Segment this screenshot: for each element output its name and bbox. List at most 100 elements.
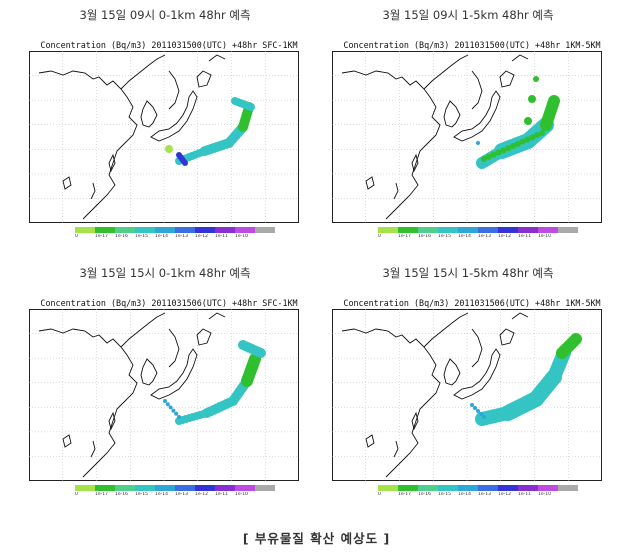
colorbar-swatches: [75, 485, 275, 491]
colorbar-swatch: [378, 485, 398, 491]
colorbar-label: 1e-17: [95, 234, 108, 239]
colorbar-label: 0: [378, 492, 381, 497]
colorbar-label: 1e-14: [155, 492, 168, 497]
coastline: [411, 411, 419, 431]
colorbar-swatch: [518, 227, 538, 233]
colorbar-label: 1e-10: [538, 234, 551, 239]
coastline: [423, 312, 469, 348]
colorbar-label: 1e-12: [195, 492, 208, 497]
colorbar-label: 1e-13: [175, 234, 188, 239]
coastline: [62, 176, 72, 190]
dispersion-map: [332, 309, 602, 481]
coastline: [471, 70, 483, 110]
colorbar-swatch: [195, 485, 215, 491]
colorbar-swatch: [155, 227, 175, 233]
colorbar-swatch: [135, 227, 155, 233]
colorbar-swatches: [378, 485, 578, 491]
plume-cell: [548, 95, 560, 107]
colorbar-label: 1e-16: [115, 492, 128, 497]
plume-cell: [519, 138, 526, 145]
coastlines: [38, 54, 226, 220]
plume-cell: [174, 411, 179, 416]
colorbar: 0 1e-17 1e-16 1e-15 1e-14 1e-13 1e-12 1e-11 1e-1…: [75, 485, 275, 509]
plume-cell: [182, 160, 188, 166]
colorbar-swatch: [235, 485, 255, 491]
plume-cell: [490, 151, 497, 158]
colorbar-label: 1e-17: [398, 492, 411, 497]
colorbar-label: 1e-17: [398, 234, 411, 239]
colorbar-swatch: [458, 485, 478, 491]
colorbar-swatch: [498, 227, 518, 233]
coastline: [365, 176, 375, 190]
coastline: [90, 440, 96, 458]
coastline: [208, 54, 226, 62]
colorbar-swatch: [155, 485, 175, 491]
map-frame: [332, 309, 602, 481]
colorbar-label: 1e-10: [235, 492, 248, 497]
colorbar-swatches: [75, 227, 275, 233]
colorbar-swatch: [235, 227, 255, 233]
coastline: [196, 70, 212, 88]
dispersion-map: [332, 51, 602, 223]
plume-cell: [256, 348, 266, 358]
coastline: [423, 54, 469, 90]
colorbar-label: [255, 492, 275, 498]
colorbar-swatch: [75, 485, 95, 491]
colorbar-swatch: [538, 227, 558, 233]
colorbar-label: 1e-16: [418, 492, 431, 497]
colorbar-swatch: [255, 227, 275, 233]
colorbar-label: 1e-12: [195, 234, 208, 239]
colorbar-swatch: [95, 485, 115, 491]
coastline: [150, 90, 198, 142]
plume-cell: [505, 145, 512, 152]
panel-header: Concentration (Bq/m3) 2011031500(UTC) +4…: [343, 40, 601, 50]
plume-cell: [163, 399, 167, 403]
plume-cell: [485, 153, 492, 160]
coastlines: [341, 54, 529, 220]
plume-cell: [171, 408, 176, 413]
coastline: [511, 312, 529, 320]
plume-cell: [534, 132, 541, 139]
panel-header: Concentration (Bq/m3) 2011031506(UTC) +4…: [343, 298, 601, 308]
colorbar-label: 1e-14: [458, 492, 471, 497]
plume-cell: [495, 149, 502, 156]
colorbar-label: [255, 234, 275, 240]
colorbar-label: 1e-11: [518, 492, 531, 497]
plume-cell: [524, 136, 531, 143]
coastline: [341, 328, 441, 478]
plume-cell: [500, 147, 507, 154]
coastline: [411, 153, 419, 173]
coastline: [471, 328, 483, 368]
colorbar-swatch: [75, 227, 95, 233]
colorbar-swatch: [95, 227, 115, 233]
plume-cell: [165, 402, 170, 407]
colorbar-swatch: [215, 227, 235, 233]
coastlines: [341, 312, 529, 478]
colorbar-label: 0: [378, 234, 381, 239]
colorbar-label: 1e-12: [498, 234, 511, 239]
plume-cell: [479, 412, 483, 416]
dispersion-map: [29, 51, 299, 223]
colorbar-swatch: [478, 227, 498, 233]
panel-title: 3월 15일 09시 1-5km 48hr 예측: [382, 8, 554, 22]
coastline: [393, 182, 399, 200]
colorbar-swatch: [438, 485, 458, 491]
plume-cell: [470, 403, 474, 407]
colorbar-swatch: [558, 485, 578, 491]
colorbar-swatch: [418, 227, 438, 233]
colorbar-label: 1e-11: [518, 234, 531, 239]
colorbar-swatch: [115, 227, 135, 233]
plume-cell: [168, 405, 173, 410]
map-svg: [332, 51, 602, 223]
coastline: [196, 328, 212, 346]
plume-cell: [165, 145, 173, 153]
plume: [165, 97, 255, 166]
colorbar-swatch: [135, 485, 155, 491]
panel-header: Concentration (Bq/m3) 2011031500(UTC) +4…: [40, 40, 298, 50]
panel-title: 3월 15일 09시 0-1km 48hr 예측: [79, 8, 251, 22]
plume-cell: [539, 130, 545, 136]
panel-title: 3월 15일 15시 0-1km 48hr 예측: [79, 266, 251, 280]
colorbar-swatch: [378, 227, 398, 233]
colorbar-swatch: [478, 485, 498, 491]
plume-cell: [247, 103, 255, 111]
